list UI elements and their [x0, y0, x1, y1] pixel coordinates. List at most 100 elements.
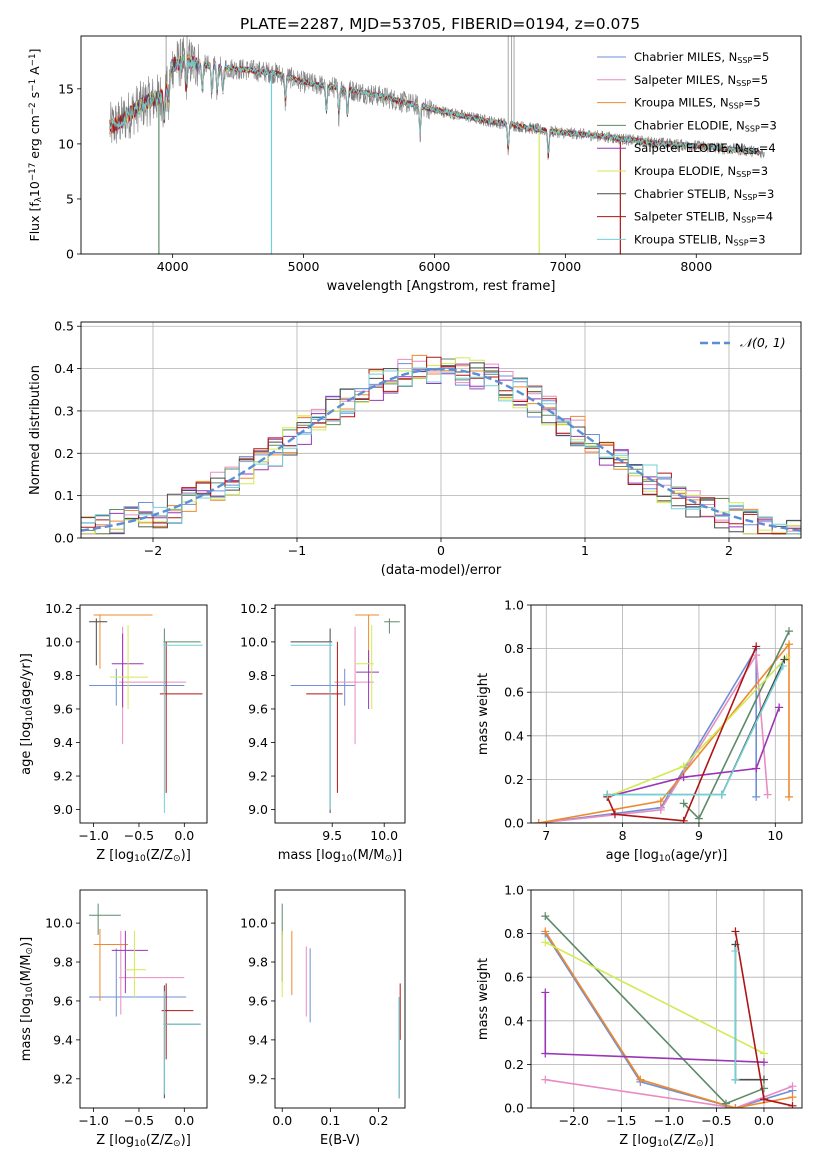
x-axis-label: (data-model)/error [381, 563, 502, 578]
x-tick-label: 0.0 [754, 1113, 774, 1128]
plot-area-spectrum [109, 36, 765, 254]
axes-frame [530, 604, 803, 824]
x-tick-label: 9.5 [322, 828, 342, 843]
errorbar-kroupa-elodie [355, 625, 374, 709]
y-tick-label: 10.0 [45, 634, 73, 649]
y-tick-label: 0.0 [504, 816, 524, 831]
x-axis-label: E(B-V) [320, 1133, 360, 1148]
axes-frame [79, 604, 208, 824]
errorbar-chabrier-stelib [290, 628, 333, 813]
y-tick-label: 9.2 [248, 1071, 268, 1086]
legend-entry: Chabrier ELODIE, NSSP=3 [634, 118, 777, 133]
errorbar-kroupa-stelib [290, 641, 333, 810]
errorbar-chabrier-elodie [384, 618, 400, 634]
x-tick-label: −1 [288, 543, 306, 558]
legend-entry: Kroupa MILES, NSSP=5 [634, 96, 761, 111]
y-tick-label: 0.4 [504, 728, 524, 743]
data-point [541, 1049, 550, 1058]
y-tick-label: 1.0 [504, 598, 524, 613]
series-kroupa-elodie [541, 938, 768, 1058]
data-point [763, 790, 772, 799]
y-tick-label: 0.1 [54, 488, 74, 503]
errorbar-kroupa-stelib [163, 641, 203, 813]
y-tick-label: 9.0 [248, 802, 268, 817]
x-tick-label: 0.2 [369, 1113, 389, 1128]
y-tick-label: 0.2 [54, 446, 74, 461]
x-tick-label: 10 [767, 828, 783, 843]
normal-curve [81, 367, 801, 532]
data-point [775, 703, 784, 712]
y-tick-label: 9.8 [53, 668, 73, 683]
y-tick-label: 0.2 [504, 1057, 524, 1072]
data-point [788, 1101, 797, 1108]
y-tick-label: 9.6 [53, 701, 73, 716]
y-tick-label: 0.8 [504, 926, 524, 941]
data-point [778, 662, 787, 671]
plot-area-residuals [81, 354, 801, 538]
data-point [759, 1049, 768, 1058]
panel-mass_weight_vs_age: 7 8 9 10 0.0 0.2 0.4 0.6 0.8 1.0 age [log10(age/yr… [476, 598, 803, 864]
legend-entry: Salpeter STELIB, NSSP=4 [634, 210, 773, 225]
data-point [759, 1058, 768, 1067]
x-tick-label: 2 [725, 543, 733, 558]
plot-area-mass_weight_vs_Z [541, 912, 797, 1108]
errorbar-kroupa-miles [93, 614, 153, 669]
model-spectrum-kroupa-stelib [109, 54, 760, 155]
axes-frame [79, 889, 208, 1109]
series-line [538, 652, 769, 823]
errorbar-salpeter-miles [334, 626, 374, 745]
data-point [603, 790, 612, 799]
data-point [541, 988, 550, 997]
y-tick-label: 9.4 [248, 1032, 268, 1047]
x-tick-label: −0.5 [124, 828, 154, 843]
panel-mass_weight_vs_Z: −2.0 −1.5 −1.0 −0.5 0.0 0.0 0.2 0.4 0.6 0.8 1.0 Z [… [476, 883, 803, 1149]
y-tick-label: 0.4 [504, 1013, 524, 1028]
y-tick-label: 10.2 [240, 601, 268, 616]
errorbar-salpeter-elodie [356, 650, 379, 709]
y-axis-label: mass weight [476, 673, 491, 755]
errorbar-salpeter-stelib [159, 641, 203, 793]
x-tick-label: 0.0 [174, 1113, 194, 1128]
errorbar-kroupa-elodie [109, 625, 149, 709]
y-tick-label: 0.4 [54, 361, 74, 376]
data-point [679, 799, 688, 808]
y-axis-label: mass [log10(M/M⊙)] [19, 937, 35, 1061]
errorbar-chabrier-elodie [163, 628, 201, 694]
legend-entry: Chabrier MILES, NSSP=5 [634, 50, 769, 65]
x-tick-label: −2 [144, 543, 162, 558]
series-line [544, 941, 765, 1055]
errorbar-kroupa-elodie [125, 930, 147, 998]
errorbar-chabrier-miles [89, 668, 185, 706]
y-tick-label: 9.2 [53, 1071, 73, 1086]
series-salpeter-stelib [603, 642, 761, 823]
y-axis-label: age [log10(age/yr)] [19, 653, 35, 775]
y-tick-label: 15 [58, 81, 74, 96]
panel-residuals: −2 −1 0 1 2 0.0 0.1 0.2 0.3 0.4 0.5 (data-model)/er… [28, 319, 802, 578]
y-tick-label: 0.6 [504, 970, 524, 985]
y-tick-label: 9.0 [53, 802, 73, 817]
x-axis-label: mass [log10(M/M⊙)] [278, 848, 402, 864]
axes-frame [274, 604, 406, 824]
legend-entry: Kroupa ELODIE, NSSP=3 [634, 164, 768, 179]
x-tick-label: −1.0 [78, 1113, 108, 1128]
data-point [731, 947, 740, 956]
data-point [759, 1084, 768, 1093]
y-tick-label: 10.0 [240, 634, 268, 649]
legend-entry: Chabrier STELIB, NSSP=3 [634, 187, 774, 202]
series-salpeter-elodie [603, 703, 784, 801]
errorbar-salpeter-stelib [161, 983, 194, 1060]
x-tick-label: 0.0 [272, 1113, 292, 1128]
data-point [731, 1104, 740, 1108]
legend-entry: Salpeter ELODIE, NSSP=4 [634, 141, 776, 156]
data-point [785, 792, 794, 801]
plot-area-age_vs_mass [290, 614, 400, 813]
y-tick-label: 9.6 [248, 701, 268, 716]
data-point [785, 640, 794, 649]
x-tick-label: 0.1 [320, 1113, 340, 1128]
data-point [541, 912, 550, 921]
histogram-kroupa-stelib [81, 367, 801, 538]
panel-mass_vs_EBV: 0.0 0.1 0.2 9.2 9.4 9.6 9.8 10.0 E(B-V) [240, 889, 406, 1148]
panel-spectrum: 4000 5000 6000 7000 8000 0 5 10 15 wavelength [An… [27, 35, 802, 294]
y-tick-label: 0.2 [504, 772, 524, 787]
y-tick-label: 9.8 [53, 955, 73, 970]
